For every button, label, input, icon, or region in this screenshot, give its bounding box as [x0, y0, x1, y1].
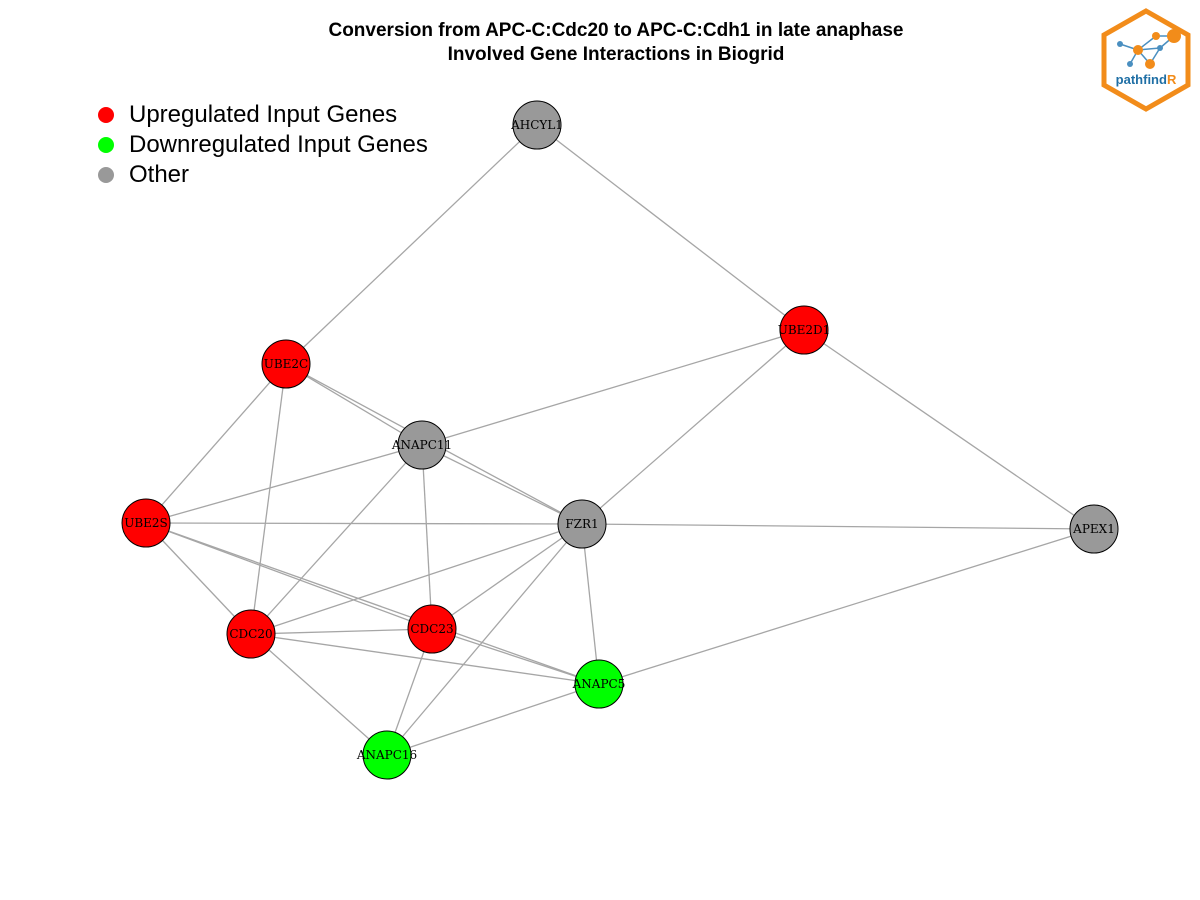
edge-fzr1-anapc5	[581, 523, 600, 685]
node-fzr1: FZR1	[557, 499, 607, 549]
figure-subtitle: Involved Gene Interactions in Biogrid	[447, 44, 785, 65]
node-label-ahcyl1: AHCYL1	[510, 118, 563, 132]
node-circle-anapc5	[574, 659, 624, 709]
edge-ube2c-ube2s	[145, 363, 287, 524]
node-circle-ube2d1	[779, 305, 829, 355]
legend: Upregulated Input Genes Downregulated In…	[96, 100, 428, 190]
node-ube2d1: UBE2D1	[778, 305, 831, 355]
node-label-ube2d1: UBE2D1	[778, 323, 831, 337]
edge-anapc5-anapc16	[386, 683, 600, 756]
edge-cdc20-anapc16	[250, 633, 388, 756]
node-label-anapc5: ANAPC5	[572, 677, 626, 691]
node-circle-fzr1	[557, 499, 607, 549]
node-label-ube2s: UBE2S	[124, 516, 168, 530]
node-circle-ahcyl1	[512, 100, 562, 150]
edge-ube2c-cdc20	[250, 363, 287, 635]
node-label-cdc20: CDC20	[229, 627, 272, 641]
legend-item-downregulated: Downregulated Input Genes	[96, 130, 428, 160]
edge-ube2d1-fzr1	[581, 329, 805, 525]
edge-cdc20-cdc23	[250, 628, 433, 635]
node-ube2s: UBE2S	[121, 498, 171, 548]
node-anapc5: ANAPC5	[572, 659, 626, 709]
node-circle-ube2c	[261, 339, 311, 389]
edge-ube2s-cdc20	[145, 522, 252, 635]
node-cdc23: CDC23	[407, 604, 457, 654]
node-ahcyl1: AHCYL1	[510, 100, 563, 150]
legend-dot-downregulated	[98, 137, 114, 153]
node-circle-apex1	[1069, 504, 1119, 554]
pathfindr-logo: pathfindR	[1101, 8, 1191, 112]
edge-cdc23-anapc5	[431, 628, 600, 685]
legend-item-other: Other	[96, 160, 428, 190]
node-apex1: APEX1	[1069, 504, 1119, 554]
edge-ahcyl1-ube2c	[285, 124, 538, 365]
logo-text: pathfindR	[1116, 72, 1177, 87]
edge-anapc11-fzr1	[421, 444, 583, 525]
edge-cdc20-anapc5	[250, 633, 600, 685]
legend-label-other: Other	[129, 161, 190, 188]
edge-ube2s-anapc5	[145, 522, 600, 685]
edge-anapc11-cdc20	[250, 444, 423, 635]
node-label-anapc11: ANAPC11	[391, 438, 452, 452]
edge-fzr1-apex1	[581, 523, 1095, 530]
legend-dot-upregulated	[98, 107, 114, 123]
node-label-anapc16: ANAPC16	[356, 748, 417, 762]
edge-ube2d1-apex1	[803, 329, 1095, 530]
edge-ube2s-cdc23	[145, 522, 433, 630]
node-ube2c: UBE2C	[261, 339, 311, 389]
node-label-fzr1: FZR1	[565, 517, 598, 531]
legend-dot-other	[98, 167, 114, 183]
figure-title: Conversion from APC-C:Cdc20 to APC-C:Cdh…	[328, 20, 904, 41]
node-anapc11: ANAPC11	[391, 420, 452, 470]
nodes-layer: AHCYL1 UBE2D1 UBE2C ANAPC11 UBE2S FZR1 APEX1 CD…	[121, 100, 1119, 780]
edge-ube2s-fzr1	[145, 522, 583, 525]
node-circle-cdc23	[407, 604, 457, 654]
node-circle-anapc11	[397, 420, 447, 470]
logo-dots	[1117, 29, 1181, 69]
legend-label-downregulated: Downregulated Input Genes	[129, 131, 428, 158]
legend-item-upregulated: Upregulated Input Genes	[96, 100, 428, 130]
edge-fzr1-cdc20	[250, 523, 583, 635]
node-circle-cdc20	[226, 609, 276, 659]
node-label-ube2c: UBE2C	[264, 357, 309, 371]
edge-ube2c-anapc11	[285, 363, 423, 446]
node-circle-ube2s	[121, 498, 171, 548]
node-label-apex1: APEX1	[1072, 522, 1115, 536]
node-cdc20: CDC20	[226, 609, 276, 659]
node-label-cdc23: CDC23	[410, 622, 453, 636]
edge-fzr1-anapc16	[386, 523, 583, 756]
edges-layer	[145, 124, 1095, 756]
edge-anapc11-ube2s	[145, 444, 423, 524]
node-anapc16: ANAPC16	[356, 730, 417, 780]
edge-anapc11-cdc23	[421, 444, 433, 630]
edge-ube2d1-anapc11	[421, 329, 805, 446]
edge-apex1-anapc5	[598, 528, 1095, 685]
legend-label-upregulated: Upregulated Input Genes	[129, 101, 398, 128]
edge-ahcyl1-ube2d1	[536, 124, 805, 331]
edge-fzr1-cdc23	[431, 523, 583, 630]
node-circle-anapc16	[362, 730, 412, 780]
